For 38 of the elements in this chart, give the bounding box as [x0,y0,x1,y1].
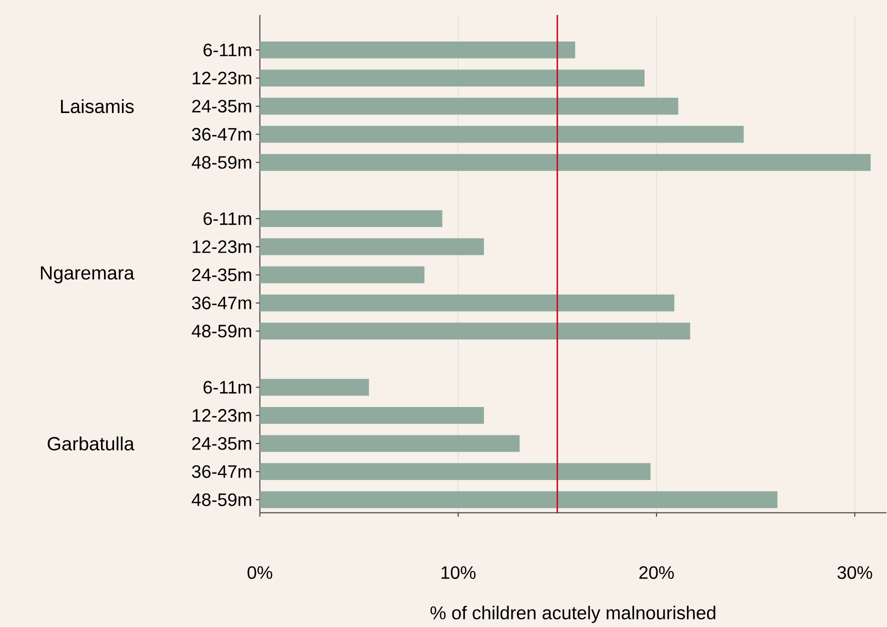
bar [260,435,520,452]
y-tick-label: 36-47m [192,296,252,310]
bar [260,126,744,143]
y-tick-label: 24-35m [192,100,252,113]
bar [260,70,645,87]
y-tick-label: 6-11m [204,381,252,394]
y-tick-label: 48-59m [192,494,252,506]
bar [260,238,484,256]
y-tick-label: 12-23m [192,240,252,254]
y-tick-label: 6-11m [204,212,252,226]
bar [260,42,576,59]
y-tick-label: 12-23m [192,72,252,85]
bar [260,491,778,508]
y-tick-label: 48-59m [192,324,252,338]
x-tick-label: 0% [248,566,272,580]
x-tick-label: 30% [837,566,872,580]
bar [260,294,674,312]
y-tick-label: 48-59m [192,156,252,169]
y-tick-label: 24-35m [192,437,252,450]
bar [260,210,442,228]
bar [260,463,651,480]
bar [260,407,484,424]
text: Ngaremara [40,266,134,284]
bar [260,154,871,172]
y-tick-label: 6-11m [204,44,252,57]
text: Garbatulla [48,436,134,451]
bar [260,379,369,396]
bar [260,266,424,284]
x-tick-label: 10% [442,566,476,580]
x-axis-title: % of children acutely malnourished [430,606,716,624]
text: Laisamis [61,99,134,114]
bar [260,322,690,340]
y-tick-label: 12-23m [192,409,252,422]
y-tick-label: 36-47m [192,128,252,141]
y-tick-label: 24-35m [192,268,252,282]
bar [260,98,678,115]
y-tick-label: 36-47m [192,465,252,478]
x-tick-label: 20% [639,566,674,580]
